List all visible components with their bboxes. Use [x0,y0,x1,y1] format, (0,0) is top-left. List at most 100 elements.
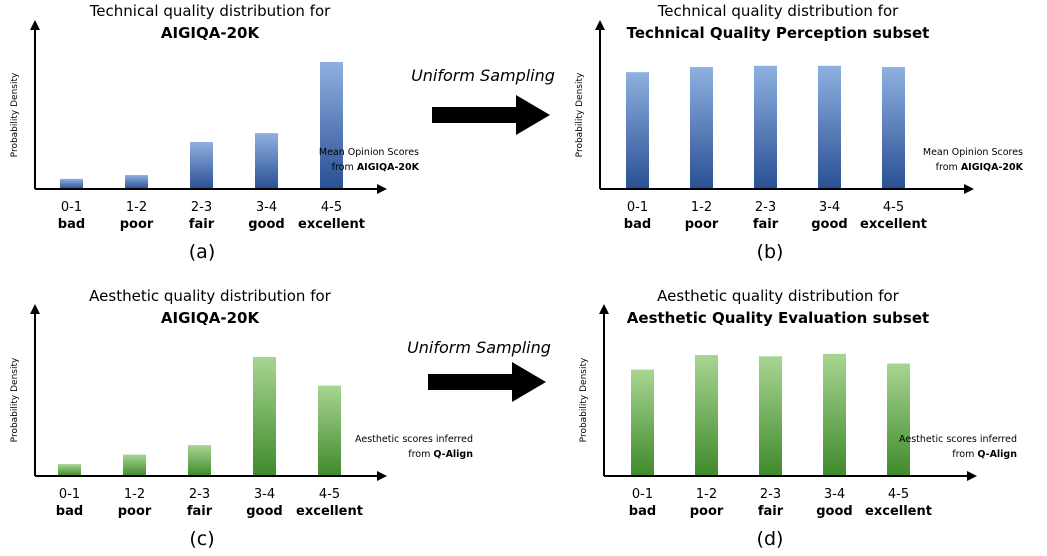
chart-panel-b: Technical quality distribution for Techni… [575,2,1024,263]
right-arrow-icon [428,362,546,402]
x-tick-label: 4-5 [888,487,909,502]
score-source-line2: from Q-Align [952,449,1017,460]
bar-good [255,133,278,189]
x-category-label: poor [120,217,154,232]
x-category-label: good [811,217,847,232]
axes [599,28,966,190]
x-tick-label: 4-5 [883,200,904,215]
chart-title-line2: AIGIQA-20K [161,24,261,42]
chart-title-line1: Aesthetic quality distribution for [657,287,900,305]
x-tick-label: 2-3 [755,200,776,215]
x-tick-label: 3-4 [254,487,275,502]
chart-panel-a: Technical quality distribution for AIGIQA… [10,2,420,263]
y-axis-arrowhead [30,20,40,30]
x-tick-label: 3-4 [819,200,840,215]
x-axis-arrowhead [967,471,977,481]
bar-excellent [887,363,910,476]
x-axis-arrowhead [964,184,974,194]
bar-fair [759,356,782,476]
x-tick-label: 2-3 [189,487,210,502]
x-tick-label: 4-5 [321,200,342,215]
score-source-line1: Mean Opinion Scores [319,147,419,158]
uniform-sampling-arrow: Uniform Sampling [407,338,551,402]
bar-fair [190,142,213,189]
x-category-label: fair [753,217,779,232]
bar-good [823,353,846,476]
x-tick-label: 0-1 [632,487,653,502]
bar-poor [125,175,148,189]
x-tick-label: 1-2 [126,200,147,215]
score-source-line1: Mean Opinion Scores [923,147,1023,158]
axes [34,28,379,190]
panel-label: (b) [757,241,784,263]
x-category-label: good [816,504,852,519]
x-category-label: fair [758,504,784,519]
axes [34,312,379,477]
x-category-label: excellent [860,217,927,232]
x-category-label: excellent [865,504,932,519]
bar-bad [631,369,654,476]
x-category-label: bad [629,504,656,519]
x-axis-arrowhead [377,471,387,481]
bar-excellent [318,385,341,476]
x-tick-label: 1-2 [696,487,717,502]
y-axis-arrowhead [599,304,609,314]
panel-label: (d) [757,528,784,550]
x-tick-label: 0-1 [61,200,82,215]
bar-excellent [882,67,905,189]
y-axis-label: Probability Density [575,72,585,157]
bar-good [253,357,276,476]
x-category-label: fair [187,504,213,519]
score-source-line1: Aesthetic scores inferred [355,434,473,445]
y-axis-arrowhead [595,20,605,30]
bar-bad [60,178,83,189]
x-category-label: poor [690,504,724,519]
right-arrow-icon [432,95,550,135]
x-category-label: good [248,217,284,232]
x-tick-label: 2-3 [760,487,781,502]
x-tick-label: 1-2 [691,200,712,215]
bar-fair [754,65,777,189]
x-category-label: excellent [298,217,365,232]
arrow-label: Uniform Sampling [411,66,555,85]
uniform-sampling-arrow: Uniform Sampling [411,66,555,135]
chart-title-line2: AIGIQA-20K [161,309,261,327]
score-source-line2: from AIGIQA-20K [332,162,420,173]
x-category-label: bad [624,217,651,232]
panel-label: (c) [189,528,214,550]
x-tick-label: 0-1 [59,487,80,502]
y-axis-label: Probability Density [10,72,20,157]
x-axis-arrowhead [377,184,387,194]
chart-panel-d: Aesthetic quality distribution for Aesthe… [579,287,1017,550]
y-axis-label: Probability Density [579,357,589,442]
chart-title-line1: Technical quality distribution for [89,2,331,20]
x-category-label: excellent [296,504,363,519]
x-tick-label: 0-1 [627,200,648,215]
bar-good [818,65,841,189]
x-category-label: good [246,504,282,519]
chart-title-line2: Aesthetic Quality Evaluation subset [627,309,929,327]
x-category-label: bad [56,504,83,519]
x-tick-label: 4-5 [319,487,340,502]
chart-panel-c: Aesthetic quality distribution for AIGIQA… [10,287,473,550]
bar-poor [123,454,146,476]
bar-poor [695,355,718,476]
score-source-line2: from AIGIQA-20K [936,162,1024,173]
score-source-line1: Aesthetic scores inferred [899,434,1017,445]
y-axis-label: Probability Density [10,357,20,442]
x-category-label: fair [189,217,215,232]
x-tick-label: 3-4 [256,200,277,215]
x-category-label: poor [685,217,719,232]
chart-title-line2: Technical Quality Perception subset [627,24,930,42]
x-category-label: bad [58,217,85,232]
bar-bad [626,72,649,189]
score-source-line2: from Q-Align [408,449,473,460]
panel-label: (a) [189,241,215,263]
bar-poor [690,67,713,189]
x-tick-label: 3-4 [824,487,845,502]
x-category-label: poor [118,504,152,519]
x-tick-label: 1-2 [124,487,145,502]
axes [603,312,969,477]
chart-title-line1: Aesthetic quality distribution for [89,287,332,305]
